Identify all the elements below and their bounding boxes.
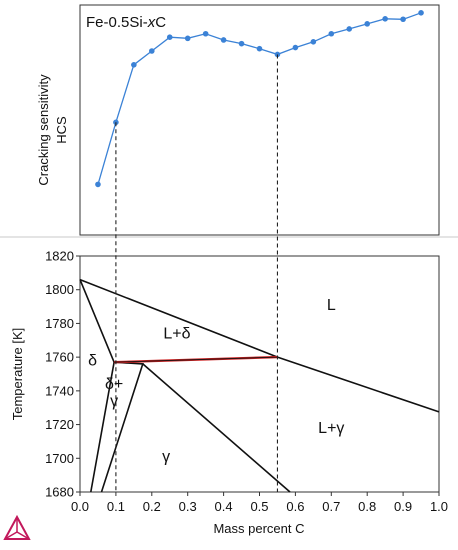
phase-region-label: L+δ xyxy=(163,326,190,343)
x-tick-label: 0.4 xyxy=(215,499,233,514)
phase-region-label: δ xyxy=(88,353,97,370)
phase-x-ticks: 0.0 0.1 0.2 0.3 0.4 0.5 0.6 0.7 0.8 0.9 1.0 xyxy=(71,492,448,514)
hcs-point xyxy=(310,39,317,45)
hcs-point xyxy=(328,30,335,37)
hcs-point xyxy=(364,21,371,27)
phase-ylabel: Temperature [K] xyxy=(10,328,25,421)
phase-y-ticks: 1680 1700 1720 1740 1760 1780 1800 1820 xyxy=(45,249,80,500)
hcs-point xyxy=(346,26,353,32)
phase-region-label: γ xyxy=(162,449,170,466)
x-tick-label: 0.0 xyxy=(71,499,89,514)
thermo-calc-logo xyxy=(3,514,31,540)
hcs-point xyxy=(418,10,424,16)
reference-lines xyxy=(115,54,279,492)
hcs-ylabel-2: HCS xyxy=(54,116,69,144)
hcs-point xyxy=(149,48,155,54)
hcs-point xyxy=(131,62,137,68)
hcs-line xyxy=(97,12,422,185)
phase-boundary xyxy=(90,362,115,493)
hcs-point xyxy=(238,40,245,47)
x-tick-label: 0.6 xyxy=(286,499,304,514)
hcs-point xyxy=(184,35,191,42)
phase-region-label: L+γ xyxy=(318,420,344,437)
y-tick-label: 1820 xyxy=(45,249,74,264)
phase-region-label: γ xyxy=(110,393,118,410)
phase-boundary xyxy=(142,363,291,493)
x-tick-label: 1.0 xyxy=(430,499,448,514)
hcs-point xyxy=(202,30,209,37)
x-tick-label: 0.7 xyxy=(322,499,340,514)
hcs-series xyxy=(95,10,424,188)
y-tick-label: 1700 xyxy=(45,451,74,466)
hcs-point xyxy=(95,181,101,188)
hcs-point xyxy=(382,15,388,22)
hcs-point xyxy=(292,44,299,51)
phase-xlabel: Mass percent C xyxy=(213,521,304,536)
y-tick-label: 1720 xyxy=(45,417,74,432)
phase-lines xyxy=(79,278,440,493)
x-tick-label: 0.8 xyxy=(358,499,376,514)
x-tick-label: 0.5 xyxy=(250,499,268,514)
y-tick-label: 1780 xyxy=(45,316,74,331)
hcs-point xyxy=(166,34,173,40)
hcs-title: Fe-0.5Si-xC xyxy=(86,14,166,31)
phase-region-label: δ+ xyxy=(105,376,123,393)
hcs-point xyxy=(220,37,227,43)
hcs-panel-frame xyxy=(79,4,440,236)
hcs-point xyxy=(256,45,263,52)
phase-region-label: L xyxy=(327,297,336,314)
x-tick-label: 0.2 xyxy=(143,499,161,514)
peritectic-line-edge xyxy=(114,356,278,363)
y-tick-label: 1740 xyxy=(45,383,74,398)
y-tick-label: 1680 xyxy=(45,485,74,500)
x-tick-label: 0.3 xyxy=(179,499,197,514)
x-tick-label: 0.1 xyxy=(107,499,125,514)
hcs-ylabel: Cracking sensitivity xyxy=(36,74,51,186)
phase-boundary xyxy=(79,279,115,363)
hcs-point xyxy=(400,16,406,23)
y-tick-label: 1800 xyxy=(45,282,74,297)
x-tick-label: 0.9 xyxy=(394,499,412,514)
y-tick-label: 1760 xyxy=(45,350,74,365)
phase-region-labels: LL+δδδ+γL+γγ xyxy=(88,297,344,466)
phase-plot-frame xyxy=(79,255,440,493)
